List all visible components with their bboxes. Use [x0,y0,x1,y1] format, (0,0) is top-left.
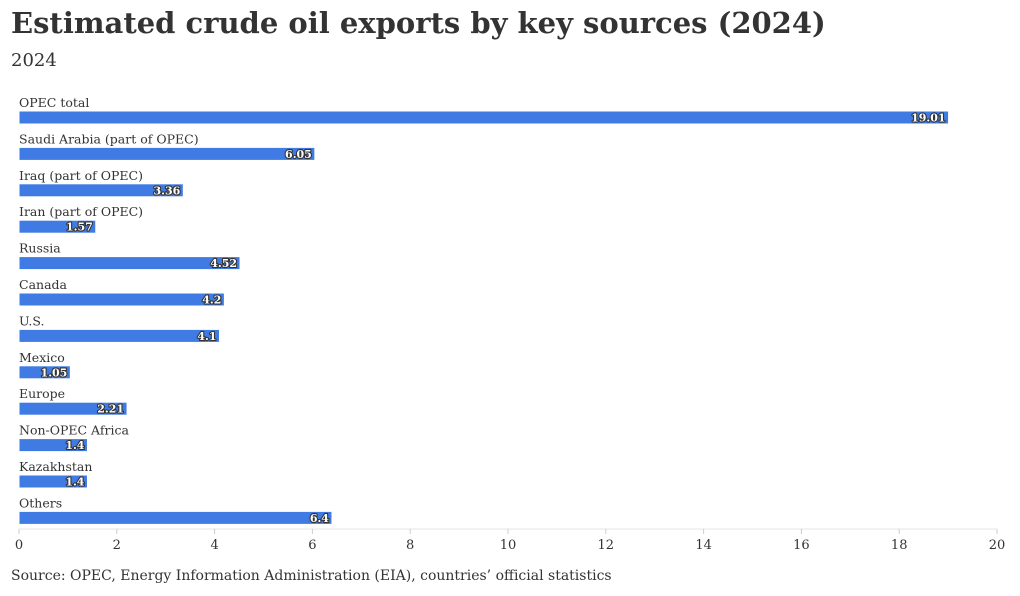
bar-value-label: 19.01 [911,112,945,125]
category-label: Non-OPEC Africa [19,423,129,438]
bar-value-label: 2.21 [97,403,124,416]
x-tick-label: 4 [210,538,218,553]
chart-subtitle: 2024 [11,50,57,71]
bar-value-label: 4.52 [210,257,237,270]
bar [18,510,333,525]
x-tick-label: 0 [15,538,23,553]
bar [18,256,241,271]
category-label: Canada [19,277,68,292]
x-tick-label: 20 [989,538,1006,553]
category-label: U.S. [19,313,44,328]
x-tick-label: 12 [598,538,615,553]
bar [18,110,950,125]
bar [18,474,88,489]
bar [18,401,128,416]
x-tick-label: 10 [500,538,517,553]
category-label: Iran (part of OPEC) [19,204,143,219]
category-label: Europe [19,386,65,401]
bar-value-label: 1.57 [66,221,93,234]
x-tick-label: 14 [695,538,712,553]
x-tick-label: 6 [308,538,316,553]
bar [18,365,71,380]
category-label: Mexico [19,350,65,365]
bar-value-label: 4.2 [202,294,221,307]
category-label: Russia [19,241,61,256]
category-label: Saudi Arabia (part of OPEC) [19,131,199,146]
bar [18,183,184,198]
x-tick-label: 8 [406,538,414,553]
bar [18,146,316,161]
bar [18,219,97,234]
x-tick-label: 18 [891,538,908,553]
category-label: Kazakhstan [19,459,92,474]
category-label: Others [19,495,62,510]
x-tick-label: 16 [793,538,810,553]
bar-value-label: 6.4 [310,512,329,525]
x-axis: 0 2 4 6 8 10 12 14 16 18 20 [15,528,1006,553]
bar-value-label: 1.4 [65,439,84,452]
bar [18,292,225,307]
bar [18,328,220,343]
category-label: OPEC total [19,95,89,110]
bar-value-label: 6.05 [285,148,312,161]
source-note: Source: OPEC, Energy Information Adminis… [11,568,612,584]
bar-value-label: 1.05 [41,366,68,379]
x-tick-label: 2 [113,538,121,553]
bar [18,438,88,453]
bar-value-label: 1.4 [65,476,84,489]
category-label: Iraq (part of OPEC) [19,168,143,183]
bars-group: OPEC total 19.01 Saudi Arabia (part of OPE… [18,95,950,526]
chart-title: Estimated crude oil exports by key sourc… [11,6,826,40]
bar-value-label: 3.36 [154,184,181,197]
bar-value-label: 4.1 [197,330,216,343]
